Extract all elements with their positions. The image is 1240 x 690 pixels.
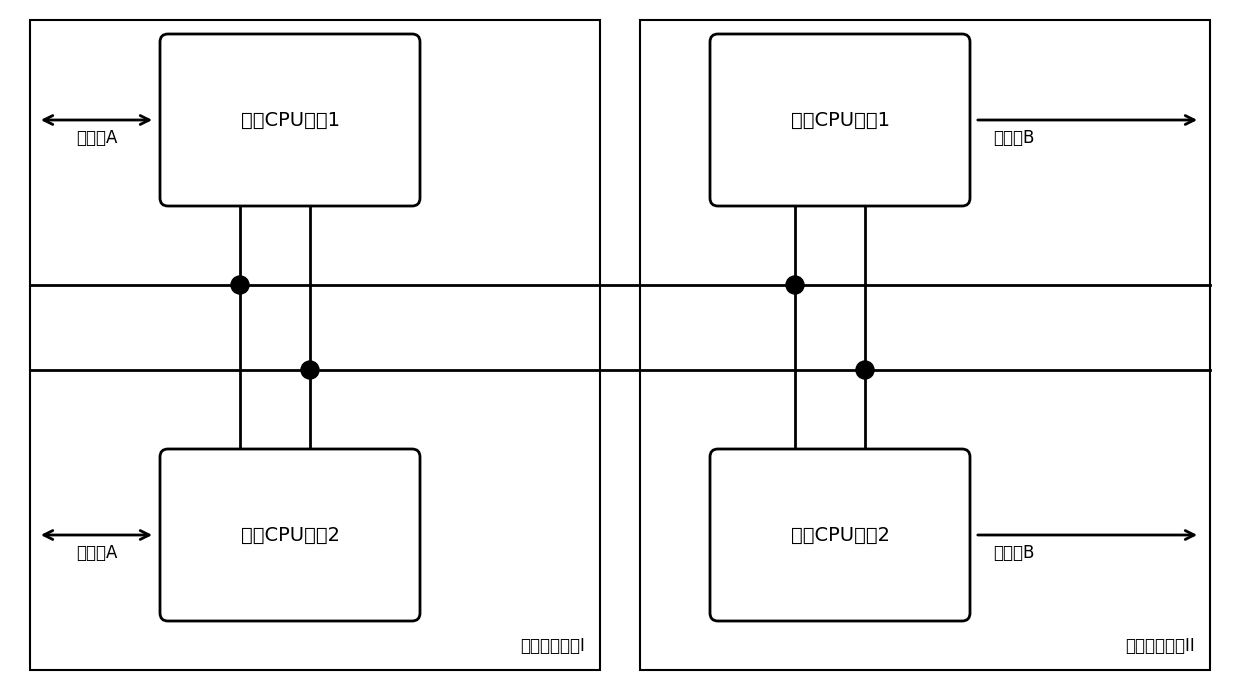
FancyBboxPatch shape xyxy=(711,34,970,206)
FancyBboxPatch shape xyxy=(711,449,970,621)
Bar xyxy=(640,20,1210,670)
Text: 安全处理模块II: 安全处理模块II xyxy=(1125,637,1195,655)
FancyBboxPatch shape xyxy=(160,34,420,206)
Text: 控制网B: 控制网B xyxy=(993,129,1034,147)
Circle shape xyxy=(231,276,249,294)
Bar xyxy=(30,20,600,670)
Text: 安全CPU芯片1: 安全CPU芯片1 xyxy=(791,110,889,130)
Text: 维护网A: 维护网A xyxy=(76,544,118,562)
Text: 控制网A: 控制网A xyxy=(76,129,118,147)
Text: 安全处理模块I: 安全处理模块I xyxy=(520,637,585,655)
Circle shape xyxy=(786,276,804,294)
Circle shape xyxy=(856,361,874,379)
Text: 安全CPU芯片1: 安全CPU芯片1 xyxy=(241,110,340,130)
Circle shape xyxy=(301,361,319,379)
Text: 维护网B: 维护网B xyxy=(993,544,1034,562)
Text: 安全CPU芯片2: 安全CPU芯片2 xyxy=(791,526,889,544)
FancyBboxPatch shape xyxy=(160,449,420,621)
Text: 安全CPU芯片2: 安全CPU芯片2 xyxy=(241,526,340,544)
